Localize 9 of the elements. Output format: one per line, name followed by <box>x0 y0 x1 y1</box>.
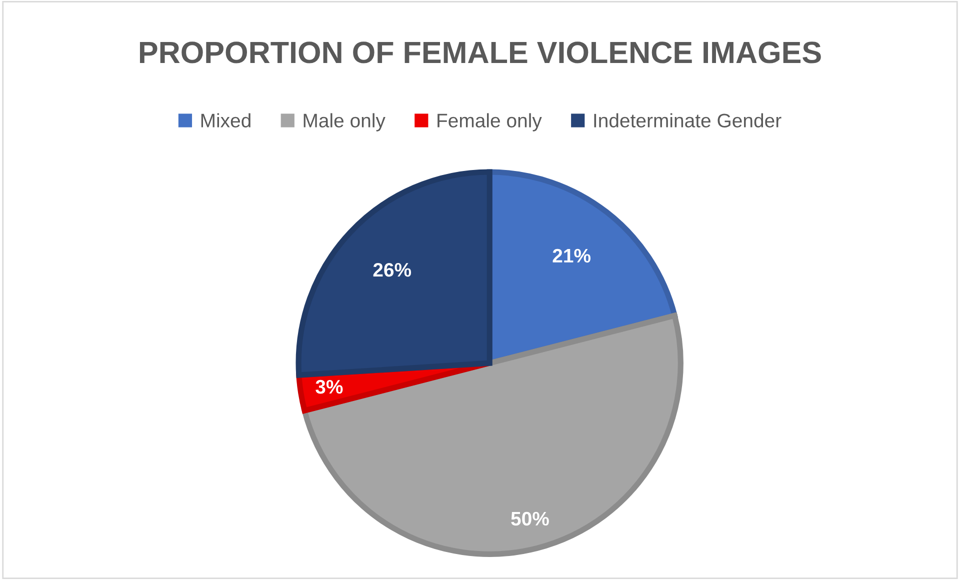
legend-label: Mixed <box>201 113 250 128</box>
data-label: 26% <box>373 262 412 277</box>
legend-label: Female only <box>438 113 542 132</box>
data-label: 21% <box>552 248 591 263</box>
legend-label: Indeterminate Gender <box>594 113 782 128</box>
data-label: 50% <box>511 512 549 526</box>
chart-title: PROPORTION OF FEMALE VIOLENCE IMAGES <box>140 42 821 64</box>
legend-label: Male only <box>304 113 386 132</box>
data-label: 3% <box>316 380 343 394</box>
